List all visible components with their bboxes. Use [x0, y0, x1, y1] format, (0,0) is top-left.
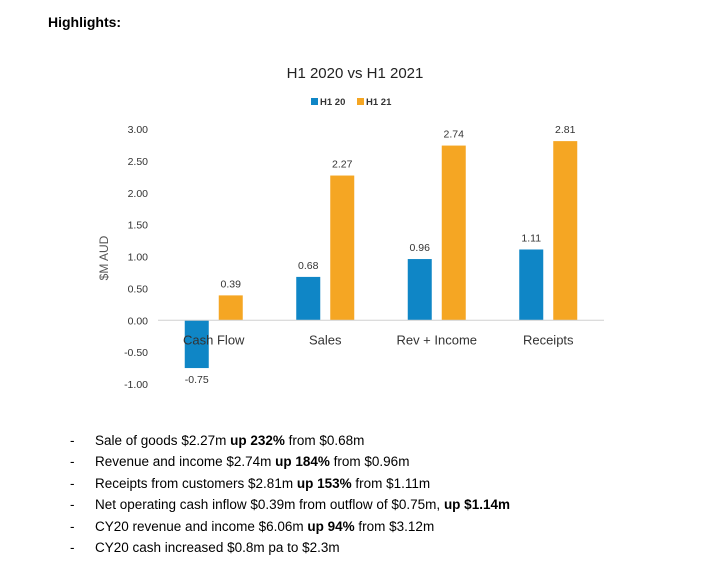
y-tick-label: 2.00	[128, 188, 149, 200]
y-tick-label: 3.00	[128, 124, 149, 136]
data-label: 1.11	[521, 232, 541, 244]
y-tick-label: 0.50	[128, 283, 149, 295]
chart-title: H1 2020 vs H1 2021	[287, 65, 424, 82]
bar-h1-21-1	[218, 295, 243, 321]
list-item: - CY20 revenue and income $6.06m up 94% f…	[70, 518, 435, 534]
bar-h1-20-1	[184, 320, 209, 369]
list-item: - Sale of goods $2.27m up 232% from $0.68…	[70, 433, 365, 448]
legend-label-2: H1 21	[366, 97, 392, 108]
list-item: - Net operating cash inflow $0.39m from o…	[70, 497, 510, 513]
y-tick-label: 2.50	[128, 156, 149, 168]
data-label: -0.75	[185, 374, 209, 386]
bar-h1-20-2	[296, 276, 321, 321]
y-tick-label: -0.50	[124, 347, 148, 359]
data-label: 2.74	[444, 129, 465, 141]
bar-h1-21-4	[553, 141, 578, 321]
y-tick-label: 1.50	[128, 220, 149, 232]
data-label: 2.81	[555, 124, 576, 136]
x-tick-label: Cash Flow	[183, 332, 245, 347]
legend-swatch-1	[311, 98, 318, 105]
x-tick-label: Receipts	[523, 332, 574, 347]
page-heading: Highlights:	[48, 14, 122, 30]
y-axis-title: $M AUD	[97, 235, 111, 280]
bar-h1-20-4	[519, 249, 544, 321]
highlights-list: - Sale of goods $2.27m up 232% from $0.68…	[70, 430, 510, 558]
bar-chart: H1 2020 vs H1 2021 H1 20 H1 21 $M AUD 3.00 2.…	[97, 65, 604, 391]
bar-h1-21-2	[330, 175, 355, 321]
y-tick-label: 0.00	[128, 315, 149, 327]
list-item: - CY20 cash increased $0.8m pa to $2.3m	[70, 540, 340, 556]
data-label: 0.96	[410, 242, 431, 254]
legend-label-1: H1 20	[320, 97, 345, 108]
list-item: - Receipts from customers $2.81m up 153% …	[70, 475, 431, 491]
y-tick-label: 1.00	[128, 252, 149, 264]
data-label: 0.68	[298, 260, 319, 272]
legend-swatch-2	[357, 98, 364, 105]
x-tick-label: Sales	[309, 332, 342, 347]
data-label: 0.39	[221, 278, 242, 290]
bar-h1-20-3	[407, 259, 432, 321]
list-item: - Revenue and income $2.74m up 184% from …	[70, 454, 410, 470]
bar-h1-21-3	[441, 145, 466, 321]
x-tick-label: Rev + Income	[396, 332, 477, 347]
data-label: 2.27	[332, 159, 353, 171]
y-tick-label: -1.00	[124, 379, 148, 391]
